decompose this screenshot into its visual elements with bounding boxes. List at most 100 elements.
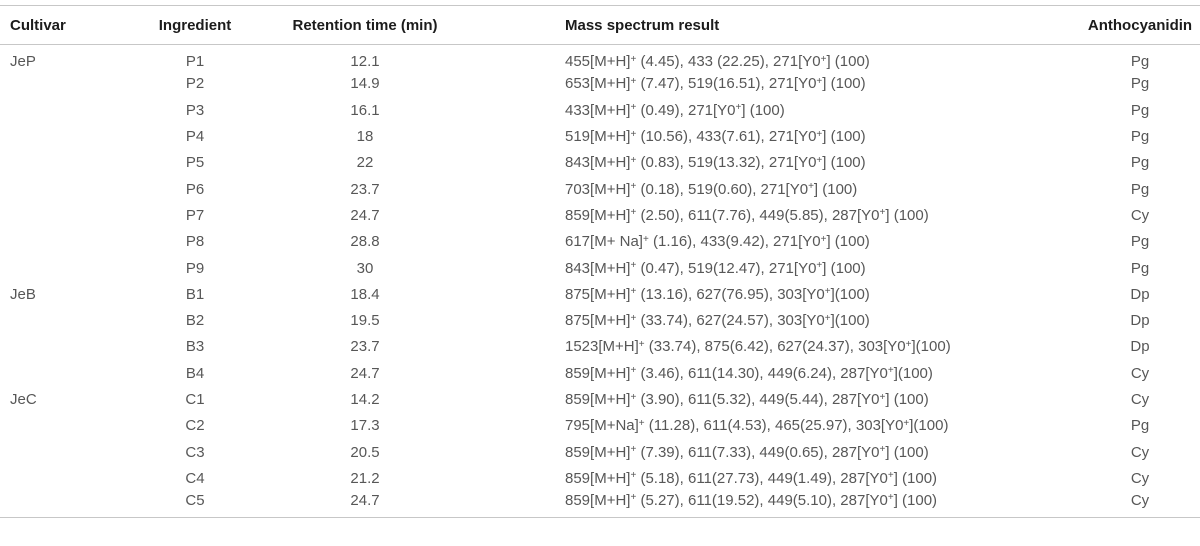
table-row: P3 16.1 433[M+H]+ (0.49), 271[Y0+] (100) Pg bbox=[0, 97, 1200, 123]
cell-cultivar bbox=[0, 255, 140, 281]
superscript-charge: + bbox=[642, 233, 649, 245]
cell-anthocyanidin: Cy bbox=[1130, 469, 1150, 487]
cell-anthocyanidin: Pg bbox=[1130, 180, 1150, 198]
cell-cultivar bbox=[0, 465, 140, 491]
superscript-charge: + bbox=[630, 181, 637, 193]
superscript-charge: + bbox=[630, 444, 637, 456]
superscript-charge: + bbox=[808, 181, 814, 193]
superscript-charge: + bbox=[816, 128, 823, 140]
cell-mass: 653[M+H]+ (7.47), 519(16.51), 271[Y0+] (… bbox=[565, 75, 866, 93]
superscript-charge: + bbox=[820, 233, 827, 245]
cell-mass: 859[M+H]+ (7.39), 611(7.33), 449(0.65), … bbox=[565, 443, 929, 461]
table-row: C5 24.7 859[M+H]+ (5.27), 611(19.52), 449(… bbox=[0, 491, 1200, 519]
superscript-charge: + bbox=[824, 286, 831, 298]
cell-anthocyanidin: Cy bbox=[1130, 391, 1150, 408]
cell-ingredient: B4 bbox=[185, 364, 205, 382]
superscript-charge: + bbox=[630, 365, 637, 377]
table-row: C4 21.2 859[M+H]+ (5.18), 611(27.73), 449(… bbox=[0, 465, 1200, 491]
table-header-row: Cultivar Ingredient Retention time (min) Ma… bbox=[0, 5, 1200, 45]
cell-mass: 859[M+H]+ (5.27), 611(19.52), 449(5.10),… bbox=[480, 491, 1080, 519]
table-row: JeC C1 14.2 859[M+H]+ (3.90), 611(5.32), 44… bbox=[0, 386, 1200, 412]
cell-cultivar bbox=[0, 334, 140, 360]
cell-retention: 18 bbox=[356, 128, 374, 146]
cell-ingredient: P2 bbox=[185, 75, 205, 93]
cell-retention: 14.9 bbox=[350, 75, 380, 93]
cell-mass: 795[M+Na]+ (11.28), 611(4.53), 465(25.97… bbox=[565, 417, 949, 435]
cell-anthocyanidin: Cy bbox=[1130, 206, 1150, 224]
cell-ingredient: B1 bbox=[185, 285, 205, 303]
superscript-charge: + bbox=[816, 260, 823, 272]
superscript-charge: + bbox=[630, 312, 637, 324]
cell-anthocyanidin: Pg bbox=[1130, 154, 1150, 172]
cell-anthocyanidin: Cy bbox=[1080, 491, 1200, 519]
cell-retention: 24.7 bbox=[250, 491, 480, 519]
cell-ingredient: P8 bbox=[185, 233, 205, 251]
cell-cultivar bbox=[0, 202, 140, 228]
cell-anthocyanidin: Pg bbox=[1130, 53, 1150, 71]
superscript-charge: + bbox=[735, 102, 742, 114]
cell-ingredient: C4 bbox=[185, 469, 205, 487]
superscript-charge: + bbox=[879, 391, 886, 403]
superscript-charge: + bbox=[879, 444, 886, 456]
table-row: JeB B1 18.4 875[M+H]+ (13.16), 627(76.95), … bbox=[0, 281, 1200, 307]
cell-anthocyanidin: Pg bbox=[1130, 75, 1150, 93]
table-body: JeP P1 12.1 455[M+H]+ (4.45), 433 (22.25), … bbox=[0, 45, 1200, 519]
table-row: C2 17.3 795[M+Na]+ (11.28), 611(4.53), 465… bbox=[0, 413, 1200, 439]
header-cell-cultivar: Cultivar bbox=[0, 5, 140, 45]
superscript-charge: + bbox=[887, 492, 894, 504]
cell-retention: 20.5 bbox=[350, 443, 380, 461]
cell-anthocyanidin: Pg bbox=[1130, 233, 1150, 251]
superscript-charge: + bbox=[638, 338, 645, 350]
superscript-charge: + bbox=[816, 154, 823, 166]
cell-mass: 859[M+H]+ (3.46), 611(14.30), 449(6.24),… bbox=[565, 364, 933, 382]
cell-ingredient: C5 bbox=[140, 491, 250, 519]
cell-ingredient: C2 bbox=[185, 417, 205, 435]
cell-anthocyanidin: Cy bbox=[1130, 364, 1150, 382]
superscript-charge: + bbox=[824, 312, 831, 324]
superscript-charge: + bbox=[903, 417, 910, 429]
superscript-charge: + bbox=[630, 102, 637, 114]
header-cell-retention: Retention time (min) bbox=[250, 5, 480, 45]
table-row: P6 23.7 703[M+H]+ (0.18), 519(0.60), 271[Y… bbox=[0, 176, 1200, 202]
superscript-charge: + bbox=[887, 365, 894, 377]
table-row: B3 23.7 1523[M+H]+ (33.74), 875(6.42), 627… bbox=[0, 334, 1200, 360]
cell-anthocyanidin: Pg bbox=[1130, 128, 1150, 146]
superscript-charge: + bbox=[630, 470, 637, 482]
cell-retention: 22 bbox=[356, 154, 374, 172]
cell-ingredient: P4 bbox=[185, 128, 205, 146]
table-row: P7 24.7 859[M+H]+ (2.50), 611(7.76), 449(5… bbox=[0, 202, 1200, 228]
cell-cultivar bbox=[0, 150, 140, 176]
cell-anthocyanidin: Cy bbox=[1130, 443, 1150, 461]
cell-anthocyanidin: Pg bbox=[1130, 101, 1150, 119]
cell-ingredient: P6 bbox=[185, 180, 205, 198]
cell-mass: 617[M+ Na]+ (1.16), 433(9.42), 271[Y0+] … bbox=[565, 233, 870, 251]
superscript-charge: + bbox=[630, 260, 637, 272]
cell-retention: 18.4 bbox=[350, 285, 380, 303]
superscript-charge: + bbox=[638, 417, 645, 429]
cell-anthocyanidin: Dp bbox=[1130, 312, 1150, 330]
table-row: P8 28.8 617[M+ Na]+ (1.16), 433(9.42), 271… bbox=[0, 229, 1200, 255]
cell-cultivar bbox=[0, 360, 140, 386]
cell-cultivar: JeB bbox=[10, 285, 36, 303]
cell-retention: 28.8 bbox=[350, 233, 380, 251]
cell-cultivar bbox=[0, 71, 140, 97]
superscript-charge: + bbox=[630, 286, 637, 298]
cell-ingredient: B3 bbox=[185, 338, 205, 356]
cell-ingredient: P5 bbox=[185, 154, 205, 172]
cell-retention: 14.2 bbox=[350, 391, 380, 408]
cell-mass: 703[M+H]+ (0.18), 519(0.60), 271[Y0+] (1… bbox=[565, 180, 858, 198]
cell-mass: 875[M+H]+ (13.16), 627(76.95), 303[Y0+](… bbox=[565, 285, 870, 303]
cell-mass: 859[M+H]+ (5.18), 611(27.73), 449(1.49),… bbox=[565, 469, 938, 487]
superscript-charge: + bbox=[630, 128, 637, 140]
table-head: Cultivar Ingredient Retention time (min) Ma… bbox=[0, 5, 1200, 45]
cell-ingredient: P9 bbox=[185, 259, 205, 277]
table-row: P5 22 843[M+H]+ (0.83), 519(13.32), 271[Y0… bbox=[0, 150, 1200, 176]
superscript-charge: + bbox=[630, 207, 637, 219]
superscript-charge: + bbox=[879, 207, 886, 219]
cell-cultivar: JeP bbox=[10, 53, 36, 71]
cell-cultivar bbox=[0, 176, 140, 202]
cell-retention: 23.7 bbox=[350, 338, 380, 356]
header-cell-ingredient: Ingredient bbox=[140, 5, 250, 45]
cell-cultivar bbox=[0, 97, 140, 123]
cell-mass: 843[M+H]+ (0.83), 519(13.32), 271[Y0+] (… bbox=[565, 154, 866, 172]
